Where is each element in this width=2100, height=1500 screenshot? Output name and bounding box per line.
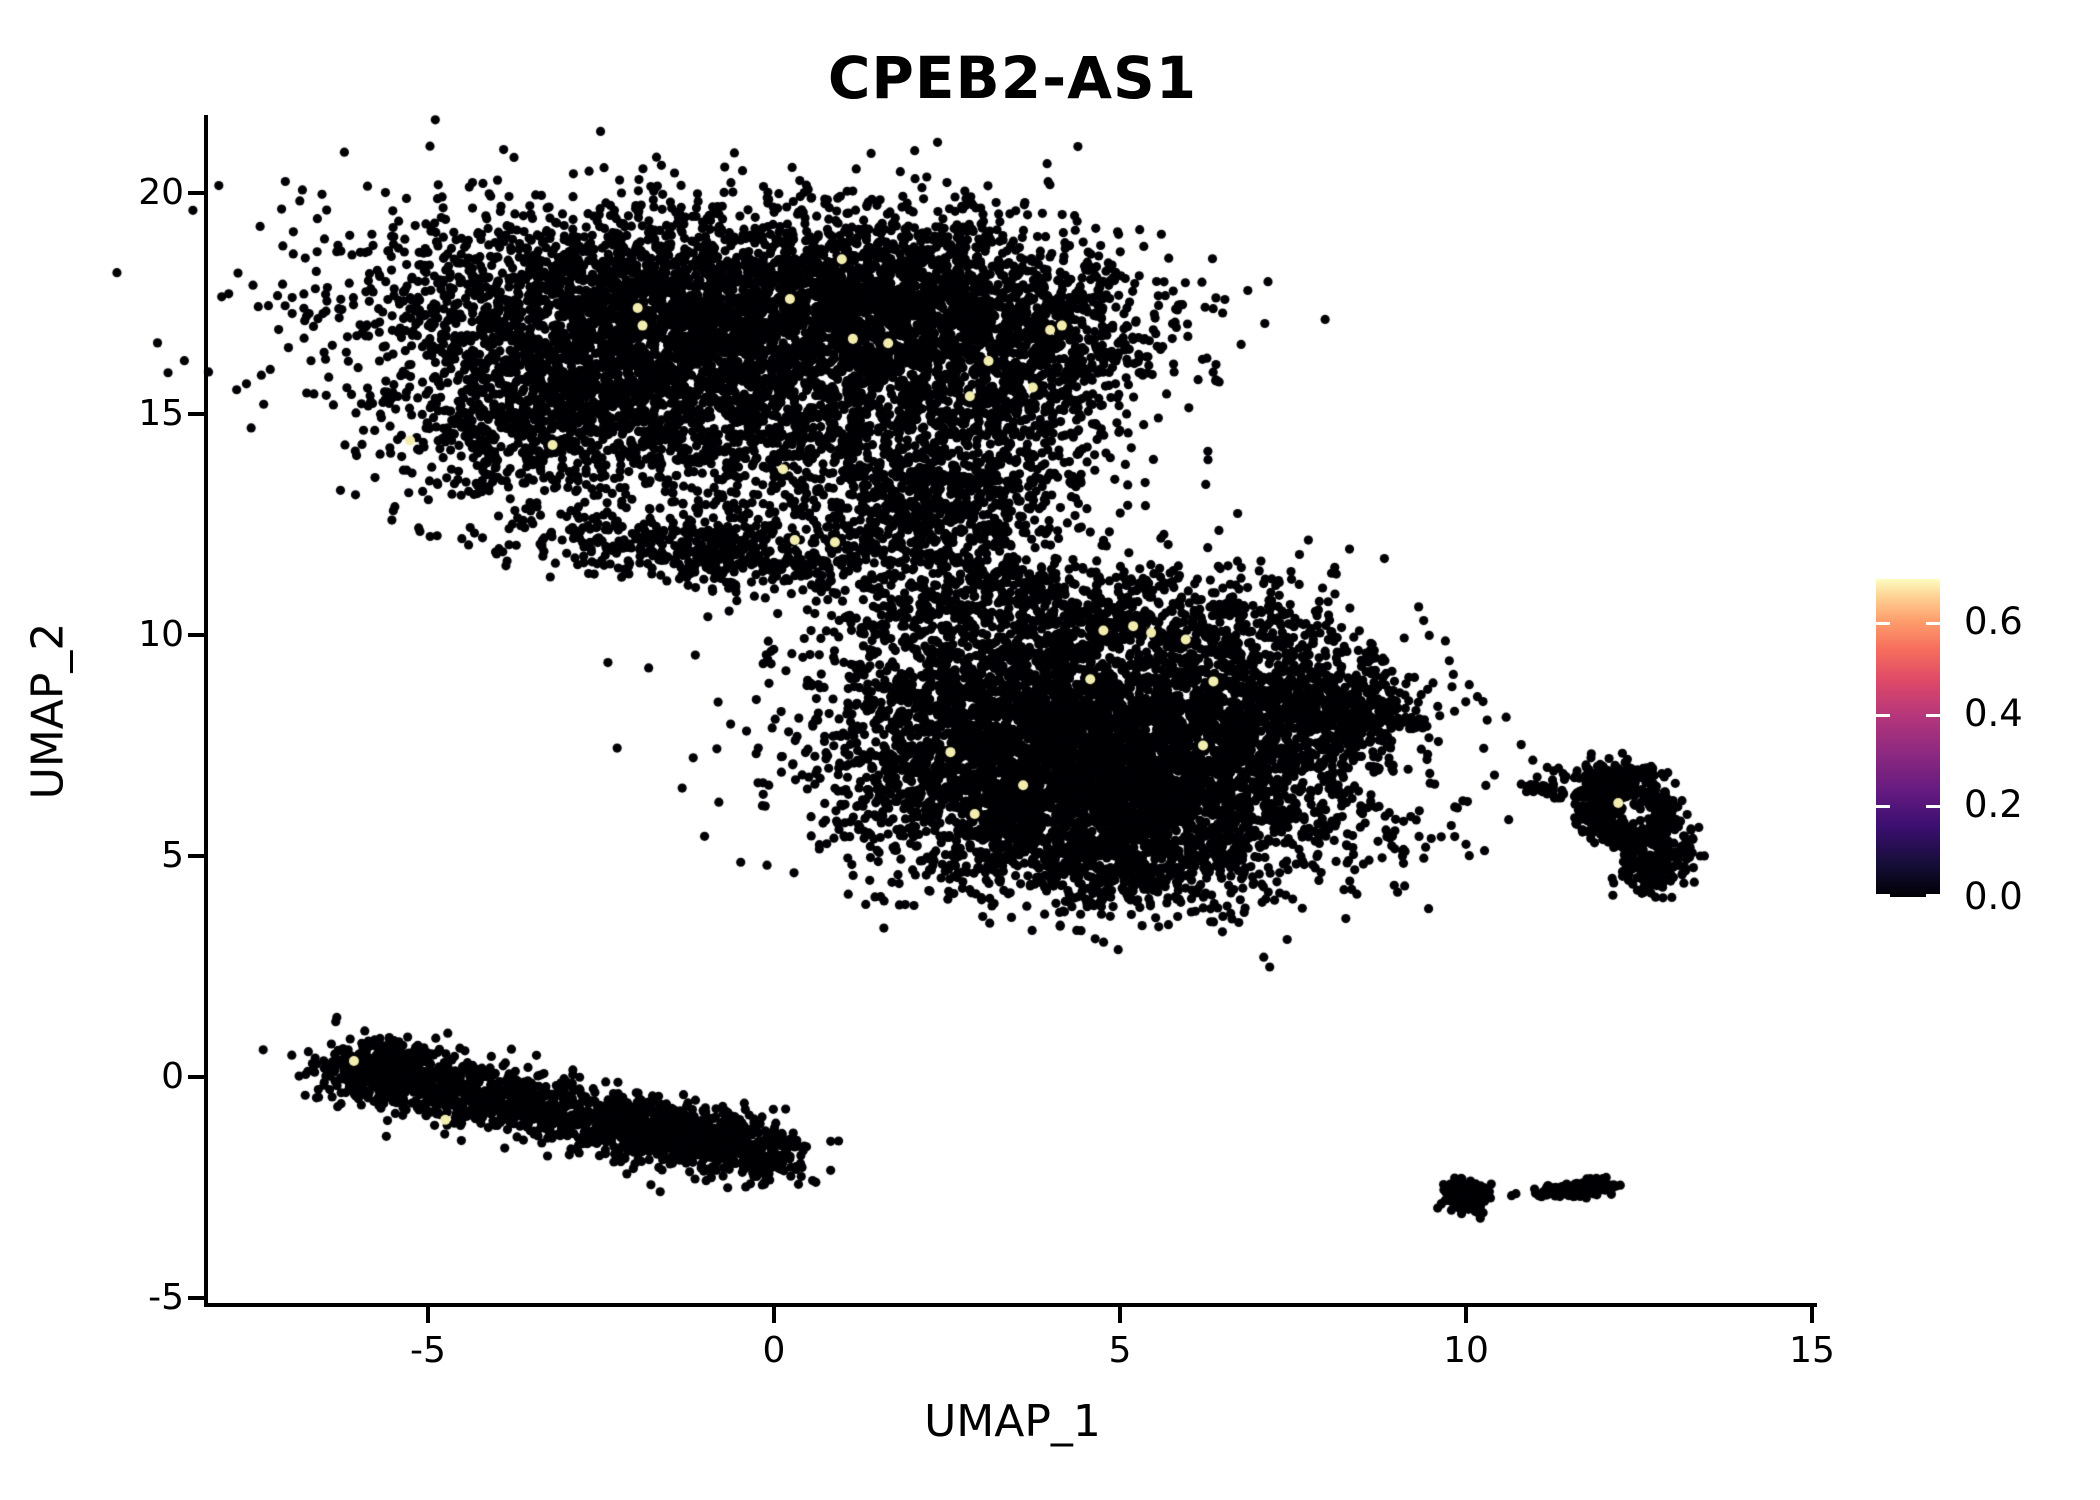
y-tick-label: 0 xyxy=(161,1056,184,1097)
colorbar-tick-mark xyxy=(1926,894,1940,897)
colorbar-tick-mark xyxy=(1926,713,1940,717)
x-tick-label: 0 xyxy=(762,1330,786,1371)
y-tick-label: 20 xyxy=(138,172,184,213)
x-tick-label: 10 xyxy=(1443,1330,1489,1371)
x-tick-mark xyxy=(1464,1307,1468,1323)
colorbar-gradient xyxy=(1876,579,1940,897)
colorbar-tick-mark xyxy=(1926,805,1940,809)
y-tick-mark xyxy=(188,633,204,637)
colorbar-tick-mark xyxy=(1876,805,1890,809)
colorbar-tick-mark xyxy=(1876,713,1890,717)
colorbar-tick-mark xyxy=(1876,894,1890,897)
colorbar-tick-label: 0.6 xyxy=(1964,600,2023,644)
x-tick-mark xyxy=(426,1307,430,1323)
x-tick-label: 5 xyxy=(1108,1330,1132,1371)
y-tick-mark xyxy=(188,1075,204,1079)
x-axis-label: UMAP_1 xyxy=(924,1396,1101,1447)
y-tick-mark xyxy=(188,191,204,195)
x-tick-mark xyxy=(1118,1307,1122,1323)
y-tick-mark xyxy=(188,854,204,858)
plot-title: CPEB2-AS1 xyxy=(827,44,1198,112)
x-tick-label: 15 xyxy=(1789,1330,1835,1371)
y-axis-line xyxy=(204,115,208,1307)
x-tick-mark xyxy=(1810,1307,1814,1323)
x-axis-line xyxy=(204,1303,1817,1307)
x-tick-label: -5 xyxy=(410,1330,446,1371)
colorbar-tick-mark xyxy=(1926,622,1940,626)
y-tick-label: 5 xyxy=(161,835,184,876)
colorbar-tick-label: 0.2 xyxy=(1964,783,2023,827)
y-tick-label: 15 xyxy=(138,393,184,434)
y-tick-mark xyxy=(188,412,204,416)
colorbar-tick-mark xyxy=(1876,622,1890,626)
y-tick-mark xyxy=(188,1296,204,1300)
y-tick-label: -5 xyxy=(148,1277,184,1318)
colorbar-tick-label: 0.4 xyxy=(1964,691,2023,735)
colorbar-tick-label: 0.0 xyxy=(1964,875,2023,918)
x-tick-mark xyxy=(772,1307,776,1323)
y-tick-label: 10 xyxy=(138,614,184,655)
